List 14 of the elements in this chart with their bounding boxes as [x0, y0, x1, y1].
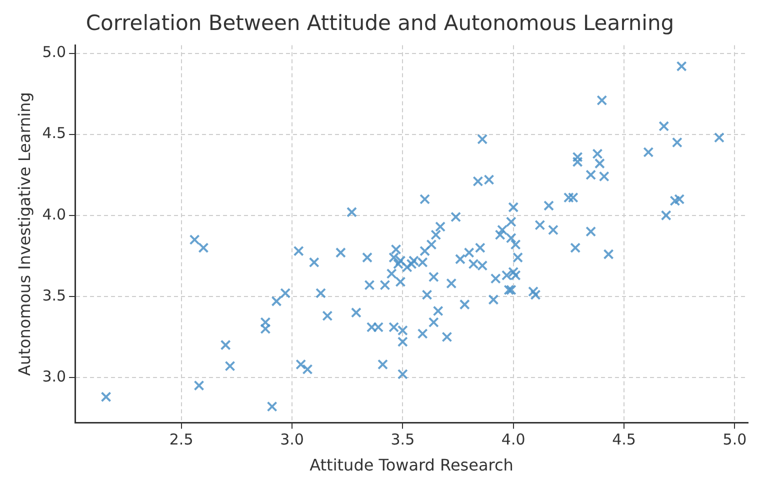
x-tick-label: 4.0	[501, 430, 526, 449]
chart-title: Correlation Between Attitude and Autonomous Learning	[86, 11, 674, 36]
y-tick-label: 4.5	[42, 124, 66, 142]
y-tick-label: 5.0	[42, 43, 66, 62]
y-tick-label: 3.0	[42, 367, 66, 386]
y-tick-label: 3.5	[42, 286, 66, 304]
x-axis-title: Attitude Toward Research	[310, 456, 514, 475]
x-tick-label: 2.5	[169, 430, 194, 449]
x-tick-label: 3.0	[280, 430, 304, 449]
x-tick-label: 5.0	[722, 430, 747, 449]
x-tick-label: 4.5	[612, 430, 636, 449]
y-tick-label: 4.0	[42, 205, 66, 224]
y-axis-title: Autonomous Investigative Learning	[14, 92, 34, 376]
x-tick-label: 3.5	[390, 430, 415, 449]
